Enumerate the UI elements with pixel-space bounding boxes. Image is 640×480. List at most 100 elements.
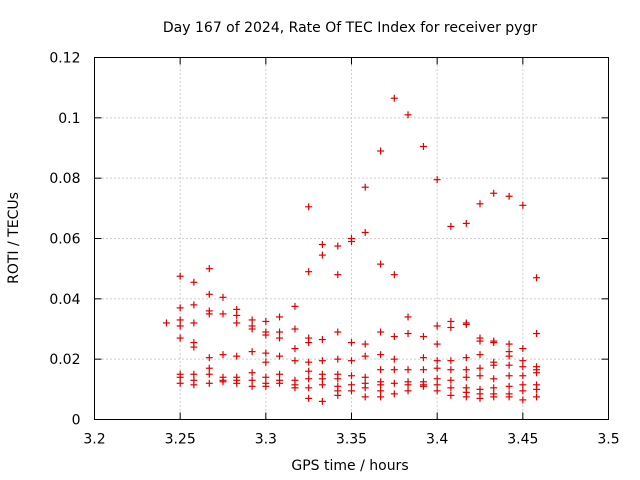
- data-point: [348, 381, 355, 389]
- data-point: [447, 376, 455, 384]
- data-point: [205, 290, 213, 298]
- y-tick-label: 0.04: [49, 292, 80, 308]
- data-point: [505, 192, 513, 200]
- x-tick-label: 3.3: [255, 432, 277, 448]
- data-point: [476, 337, 484, 345]
- data-point: [348, 372, 355, 380]
- data-point: [462, 366, 470, 374]
- data-point: [219, 378, 227, 386]
- data-point: [447, 384, 455, 392]
- data-point: [476, 372, 484, 380]
- data-point: [462, 320, 470, 328]
- data-point: [419, 382, 427, 390]
- data-point: [377, 366, 385, 374]
- data-point: [318, 241, 326, 249]
- data-point: [305, 358, 313, 366]
- data-point: [433, 364, 441, 372]
- data-point: [318, 357, 326, 365]
- data-point: [176, 373, 184, 381]
- data-point: [233, 352, 241, 360]
- data-point: [433, 340, 441, 348]
- data-point: [433, 357, 441, 365]
- data-points: [162, 94, 541, 405]
- data-point: [248, 382, 256, 390]
- data-point: [361, 352, 369, 360]
- data-point: [318, 251, 326, 259]
- data-point: [176, 379, 184, 387]
- data-point: [176, 316, 184, 324]
- x-tick-label: 3.25: [165, 432, 196, 448]
- data-point: [404, 330, 412, 338]
- data-point: [176, 304, 184, 312]
- data-point: [490, 189, 498, 197]
- data-point: [262, 373, 270, 381]
- data-point: [334, 355, 342, 363]
- data-point: [361, 340, 369, 348]
- data-point: [190, 301, 198, 309]
- data-point: [219, 351, 227, 359]
- data-point: [219, 293, 227, 301]
- data-point: [318, 375, 326, 383]
- data-point: [334, 328, 342, 336]
- data-point: [276, 352, 284, 360]
- data-point: [377, 328, 385, 336]
- data-point: [505, 361, 513, 369]
- data-point: [433, 375, 441, 383]
- x-tick-labels: 3.2 3.25 3.3 3.35 3.4 3.45 3.5: [83, 432, 619, 448]
- data-point: [447, 391, 455, 399]
- data-point: [190, 381, 198, 389]
- data-point: [462, 373, 470, 381]
- data-point: [190, 278, 198, 286]
- data-point: [519, 363, 527, 371]
- data-point: [447, 317, 455, 325]
- data-point: [305, 339, 313, 347]
- data-point: [390, 366, 398, 374]
- data-point: [190, 319, 198, 327]
- data-point: [305, 375, 313, 383]
- data-point: [276, 334, 284, 342]
- data-point: [361, 373, 369, 381]
- data-point: [377, 387, 385, 395]
- data-point: [205, 354, 213, 362]
- data-point: [462, 393, 470, 401]
- data-point: [262, 331, 270, 339]
- x-tick-label: 3.35: [336, 432, 367, 448]
- data-point: [305, 394, 313, 402]
- x-tick-label: 3.5: [597, 432, 619, 448]
- data-point: [533, 393, 541, 401]
- data-point: [476, 364, 484, 372]
- data-point: [318, 397, 326, 405]
- data-point: [190, 370, 198, 378]
- data-point: [334, 391, 342, 399]
- data-point: [476, 200, 484, 208]
- data-point: [377, 260, 385, 268]
- data-point: [248, 376, 256, 384]
- y-axis-label: ROTI / TECUs: [6, 192, 22, 284]
- data-point: [176, 334, 184, 342]
- data-point: [404, 387, 412, 395]
- data-point: [291, 384, 299, 392]
- data-point: [348, 339, 355, 347]
- data-point: [390, 355, 398, 363]
- data-point: [433, 387, 441, 395]
- data-point: [519, 387, 527, 395]
- data-point: [262, 349, 270, 357]
- data-point: [176, 322, 184, 330]
- data-point: [419, 142, 427, 150]
- data-point: [447, 323, 455, 331]
- data-point: [390, 333, 398, 341]
- data-point: [390, 390, 398, 398]
- data-point: [205, 364, 213, 372]
- data-point: [190, 343, 198, 351]
- data-point: [305, 268, 313, 276]
- data-point: [361, 228, 369, 236]
- data-point: [447, 366, 455, 374]
- data-point: [462, 354, 470, 362]
- data-point: [505, 382, 513, 390]
- data-point: [490, 375, 498, 383]
- data-point: [334, 242, 342, 250]
- data-point: [318, 381, 326, 389]
- data-point: [348, 238, 355, 246]
- data-point: [419, 354, 427, 362]
